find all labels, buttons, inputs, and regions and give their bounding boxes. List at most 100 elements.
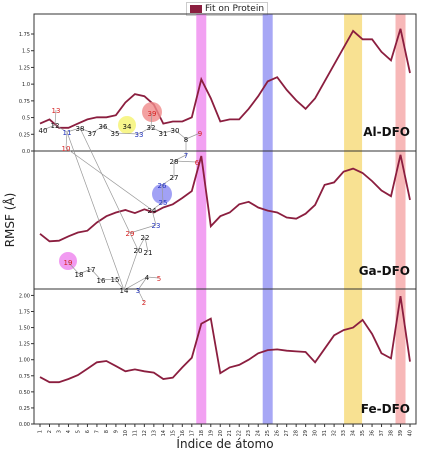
atom-highlight-circle [152,184,172,204]
bond-line [54,109,57,126]
x-tick-label: 23 [246,430,252,436]
atom-highlight-circle [59,252,77,270]
atom-label: 27 [170,174,179,182]
x-tick-label: 25 [265,430,271,436]
atom-label: 6 [195,159,200,167]
bond-line [150,112,153,128]
atom-label: 18 [75,271,84,279]
bond-line [65,131,68,149]
atom-label: 25 [159,199,168,207]
bond-line [79,127,131,234]
bond-line [144,236,149,253]
atom-label: 3 [136,287,140,295]
y-tick-label: 0.25 [19,406,30,412]
y-tick-label: 0.75 [19,374,30,380]
x-tick-label: 32 [332,430,338,436]
x-tick-label: 3 [56,430,62,433]
atom-label: 13 [52,107,61,115]
y-tick-label: 0.50 [19,390,30,396]
x-tick-label: 11 [132,430,138,436]
series-line [39,28,411,129]
y-tick-label: 1.25 [19,65,30,71]
bond-line [100,278,116,281]
x-axis-label: Índice de átomo [176,436,273,451]
atom-label: 8 [184,136,188,144]
x-tick-label: 12 [142,430,148,436]
bond-line [161,184,164,203]
x-tick-label: 15 [170,430,176,436]
atom-label: 33 [135,131,144,139]
bond-line [54,124,68,133]
bond-line [137,289,145,303]
atom-label: 28 [170,158,179,166]
bond-line [173,160,198,163]
bond-line [138,126,152,135]
x-tick-label: 22 [237,430,243,436]
bond-line [151,201,164,211]
bond-line [162,129,176,134]
x-tick-label: 8 [104,430,110,433]
y-axis-label: RMSF (Å) [2,193,17,248]
atom-highlight-circle [118,116,136,134]
bond-line [150,126,164,134]
y-tick-label: 0.00 [19,422,30,428]
x-tick-label: 4 [66,430,72,433]
atom-label: 19 [64,259,73,267]
x-tick-label: 13 [151,430,157,436]
x-tick-label: 34 [351,430,357,436]
bond-line [129,232,139,251]
atom-label: 20 [134,247,143,255]
bond-line [137,276,148,291]
highlight-band [262,14,273,424]
atom-label: 9 [198,130,202,138]
atom-label: 36 [99,123,108,131]
x-tick-label: 1 [38,430,44,433]
x-tick-label: 38 [389,430,395,436]
x-tick-label: 19 [208,430,214,436]
bond-line [146,276,160,279]
atom-label: 31 [159,130,168,138]
series-label: Ga-DFO [359,264,410,278]
atom-label: 17 [87,266,96,274]
x-tick-label: 20 [218,430,224,436]
x-tick-label: 6 [85,430,91,433]
y-tick-label: 0.0 [22,149,30,155]
x-tick-label: 29 [303,430,309,436]
bond-line [66,127,81,133]
x-tick-label: 28 [294,430,300,436]
plot-frame [33,13,417,425]
highlight-band [395,14,406,424]
bond-line [102,125,116,134]
legend-swatch [190,5,202,13]
atom-label: 16 [97,277,106,285]
x-tick-label: 9 [113,430,119,433]
bond-line [67,261,80,275]
x-tick-label: 16 [180,430,186,436]
highlight-band [196,14,207,424]
atom-label: 2 [142,299,146,307]
y-tick-label: 0.25 [19,132,30,138]
atom-label: 11 [63,129,72,137]
x-tick-label: 40 [408,430,414,436]
bond-line [137,236,146,251]
bond-line [114,278,125,291]
y-tick-label: 1.00 [19,358,30,364]
x-tick-label: 30 [313,430,319,436]
atom-label: 7 [184,152,188,160]
bond-line [174,129,187,140]
atom-label: 21 [144,249,153,257]
x-tick-label: 10 [123,430,129,436]
bond-line [90,268,102,281]
atom-label: 39 [148,110,157,118]
x-tick-label: 5 [75,430,81,433]
y-tick-label: 1.75 [19,310,30,316]
atom-label: 15 [111,276,120,284]
highlight-band [344,14,363,424]
bond-line [161,176,175,186]
atom-label: 29 [126,230,135,238]
atom-label: 26 [158,182,167,190]
atom-label: 12 [51,122,60,130]
series-label: Al-DFO [363,125,410,139]
atom-label: 22 [141,234,150,242]
bond-line [185,132,201,140]
